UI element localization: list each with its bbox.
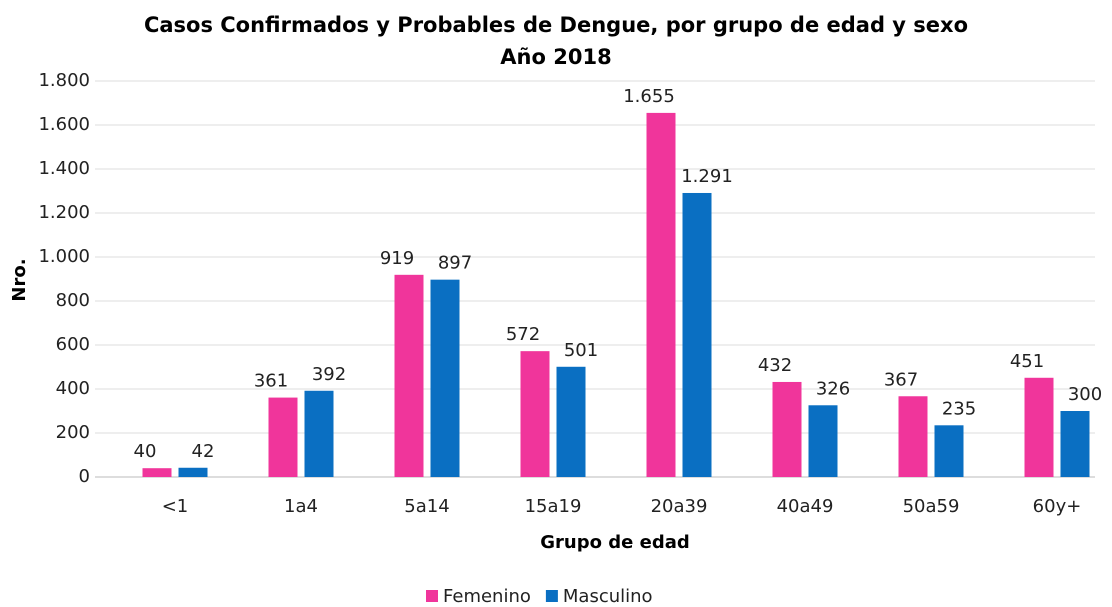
bar (556, 366, 586, 477)
legend-label: Femenino (443, 586, 531, 607)
y-tick-label: 1.800 (38, 70, 90, 91)
data-label: 451 (1010, 351, 1044, 372)
x-tick-label: 15a19 (525, 496, 582, 517)
bar (1024, 377, 1054, 477)
y-tick-label: 1.000 (38, 246, 90, 267)
legend-swatch (426, 590, 438, 602)
chart-title: Año 2018 (500, 45, 611, 69)
data-label: 40 (134, 441, 157, 462)
x-tick-label: 50a59 (903, 496, 960, 517)
x-tick-label: <1 (162, 496, 189, 517)
x-tick-label: 20a39 (651, 496, 708, 517)
data-label: 235 (942, 398, 976, 419)
bar (772, 381, 802, 477)
x-tick-label: 60y+ (1033, 496, 1082, 517)
bar (394, 274, 424, 477)
bar (520, 351, 550, 477)
y-axis-title: Nro. (9, 258, 30, 301)
data-label: 326 (816, 378, 850, 399)
data-label: 919 (380, 248, 414, 269)
data-label: 1.655 (623, 86, 675, 107)
legend-label: Masculino (563, 586, 653, 607)
y-tick-label: 0 (79, 466, 90, 487)
y-tick-label: 1.400 (38, 158, 90, 179)
data-label: 42 (192, 441, 215, 462)
bar (682, 192, 712, 478)
bar (934, 425, 964, 477)
chart-title: Casos Confirmados y Probables de Dengue,… (144, 13, 968, 37)
data-label: 572 (506, 324, 540, 345)
data-label: 501 (564, 340, 598, 361)
data-label: 1.291 (681, 166, 733, 187)
bar (646, 112, 676, 478)
bar (268, 397, 298, 477)
bar (178, 467, 208, 477)
x-tick-label: 5a14 (404, 496, 449, 517)
data-label: 392 (312, 364, 346, 385)
x-tick-label: 40a49 (777, 496, 834, 517)
bar (1060, 411, 1090, 477)
bar (898, 396, 928, 477)
y-tick-label: 200 (56, 422, 90, 443)
y-tick-label: 800 (56, 290, 90, 311)
bar (304, 390, 334, 477)
data-label: 897 (438, 253, 472, 274)
y-tick-label: 1.600 (38, 114, 90, 135)
data-label: 300 (1068, 384, 1102, 405)
bar (142, 468, 172, 477)
bar (808, 405, 838, 477)
x-tick-label: 1a4 (284, 496, 318, 517)
bar (430, 279, 460, 477)
data-label: 361 (254, 371, 288, 392)
y-tick-label: 1.200 (38, 202, 90, 223)
legend-swatch (545, 590, 558, 602)
y-tick-label: 600 (56, 334, 90, 355)
x-axis-title: Grupo de edad (540, 532, 689, 553)
y-tick-label: 400 (56, 378, 90, 399)
data-label: 432 (758, 355, 792, 376)
data-label: 367 (884, 369, 918, 390)
